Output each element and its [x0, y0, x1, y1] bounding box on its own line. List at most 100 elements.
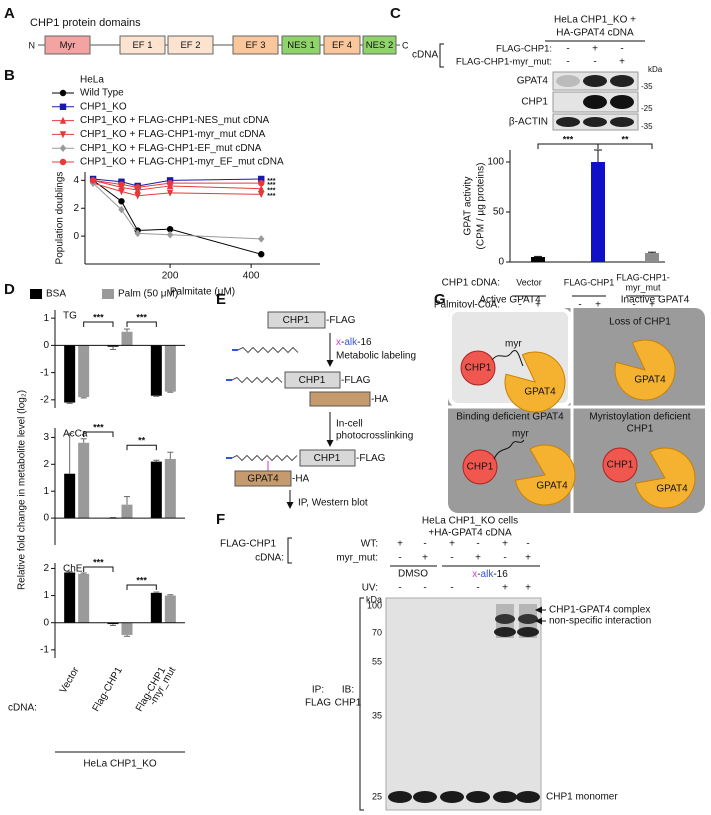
ip-label: FLAG: [305, 698, 331, 709]
legend-label: Palm (50 μM): [118, 289, 178, 300]
group-label: FLAG-CHP1-: [616, 272, 670, 282]
domain: [281, 35, 321, 55]
lipid-chain: [237, 346, 299, 354]
sign: -: [503, 553, 506, 564]
sign: +: [592, 44, 598, 55]
myr-label: myr: [512, 429, 529, 440]
sign: -: [476, 539, 479, 550]
subplot-title: AcCa: [63, 429, 88, 440]
domain-label: EF 4: [332, 40, 352, 51]
y-tick-label: 0: [43, 340, 49, 351]
bar: [150, 592, 162, 623]
probe-label: x-alk-16: [336, 337, 372, 348]
bar: [78, 573, 90, 623]
band: [413, 791, 437, 803]
sign: -: [450, 583, 453, 594]
blot-label: CHP1: [521, 97, 548, 108]
x-tick-label: -: [632, 300, 635, 311]
sign: +: [449, 539, 455, 550]
kda-marker: -25: [641, 104, 653, 113]
legend-label: CHP1_KO + FLAG-CHP1-NES_mut cDNA: [80, 115, 270, 126]
point: [134, 192, 141, 200]
x-tick-label: +: [535, 300, 541, 311]
probe-part: alk: [481, 569, 495, 580]
sign: +: [525, 583, 531, 594]
bar: [78, 345, 90, 398]
legend-title: HeLa: [80, 75, 104, 86]
band-label: non-specific interaction: [549, 616, 651, 627]
sign: +: [422, 553, 428, 564]
protein-label: GPAT4: [536, 481, 568, 492]
blot-header: +HA-GPAT4 cDNA: [428, 528, 512, 539]
point: [258, 235, 265, 243]
point: [258, 191, 265, 199]
y-tick-label: 1: [43, 486, 49, 497]
kda-marker: 70: [372, 627, 382, 637]
sign: +: [619, 57, 625, 68]
x-tick-label: +: [649, 300, 655, 311]
tag-label: -FLAG: [326, 315, 356, 326]
sign: -: [398, 583, 401, 594]
row-label: cDNA: [412, 50, 438, 61]
protein-label: CHP1: [283, 315, 310, 326]
y-tick-label: -1: [40, 644, 49, 655]
band: [610, 117, 634, 127]
protein-box: [267, 311, 326, 329]
point: [134, 184, 141, 191]
panel-label: B: [4, 67, 15, 84]
row-label: Palmitoyl-CoA:: [434, 300, 500, 311]
row-label: FLAG-CHP1: [220, 539, 277, 550]
x-tick-label: -: [578, 300, 581, 311]
group-label: myr_mut: [625, 282, 661, 292]
gpat4-shape: [614, 339, 676, 401]
y-axis-title: Relative fold change in metabolite level…: [17, 390, 28, 590]
sign: +: [502, 583, 508, 594]
band: [466, 791, 490, 803]
sign: +: [475, 553, 481, 564]
significance: ***: [93, 557, 104, 567]
sign: -: [398, 553, 401, 564]
bar: [121, 622, 133, 635]
blot-label: GPAT4: [517, 76, 549, 87]
lipid-chain: [231, 376, 283, 384]
blot-header: HA-GPAT4 cDNA: [556, 28, 634, 39]
blot-header: HeLa CHP1_KO +: [554, 15, 636, 26]
state-caption: Loss of CHP1: [609, 317, 671, 328]
domain: [44, 35, 91, 55]
gpat4-shape: [504, 351, 566, 413]
domain-label: NES 1: [287, 40, 314, 51]
tag-label: -FLAG: [356, 453, 386, 464]
bar: [121, 504, 133, 519]
sign: -: [566, 44, 569, 55]
lipid-chain: [231, 454, 298, 462]
probe-part: x: [472, 569, 477, 580]
panel-title: CHP1 protein domains: [30, 17, 141, 29]
group-label: Vector: [516, 277, 542, 287]
sign: -: [593, 57, 596, 68]
y-tick-label: 2: [43, 459, 49, 470]
probe-part: alk: [344, 337, 358, 348]
bar: [164, 595, 176, 623]
x-tick-label: 400: [243, 271, 260, 282]
y-tick-label: 0: [43, 617, 49, 628]
myr-chain: [491, 350, 524, 367]
protein-box: [309, 391, 371, 407]
legend-marker: [59, 103, 67, 110]
domain-label: NES 2: [366, 40, 393, 51]
x-tick-label: 200: [162, 271, 179, 282]
gpat4-shape: [634, 447, 696, 509]
band-label: CHP1-GPAT4 complex: [549, 605, 650, 616]
point: [89, 177, 97, 184]
protein-box: [299, 449, 356, 467]
band: [583, 75, 607, 87]
panel-label: A: [4, 5, 15, 22]
bar: [164, 345, 176, 392]
sign: -: [526, 539, 529, 550]
state-caption: Myristoylation deficient: [589, 412, 690, 423]
bracket: [126, 584, 157, 591]
significance: ***: [93, 312, 104, 322]
step-label: IP, Western blot: [298, 498, 368, 509]
bracket: [83, 321, 114, 328]
y-tick-label: 1: [43, 590, 49, 601]
legend-marker: [59, 158, 67, 166]
